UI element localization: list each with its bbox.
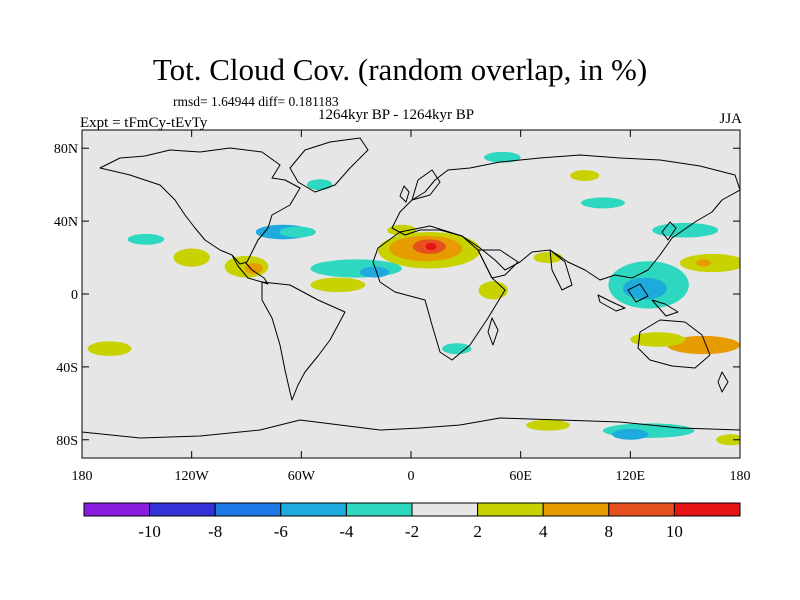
colorbar-label: -10 (138, 522, 161, 541)
anomaly-region (310, 277, 366, 293)
y-tick-label: 40N (54, 215, 78, 230)
anomaly-region (359, 266, 390, 278)
x-tick-label: 120W (175, 469, 210, 484)
anomaly-region (244, 263, 263, 274)
colorbar-swatch (542, 502, 610, 517)
y-tick-label: 40S (56, 361, 78, 376)
y-tick-label: 0 (71, 288, 78, 303)
anomaly-region (526, 419, 571, 431)
anomaly-region (279, 226, 316, 238)
colorbar-label: -6 (274, 522, 288, 541)
x-tick-label: 180 (730, 469, 751, 484)
stats-text: rmsd= 1.64944 diff= 0.181183 (173, 94, 339, 109)
anomaly-region (652, 222, 719, 238)
colorbar-label: 2 (473, 522, 482, 541)
x-tick-label: 180 (72, 469, 93, 484)
anomaly-region (442, 343, 472, 355)
colorbar-label: -2 (405, 522, 419, 541)
anomaly-region (679, 253, 740, 273)
anomaly-region (580, 197, 625, 209)
colorbar-swatch (149, 502, 216, 517)
axis-ticks: 180 120W 60W 0 60E 120E 180 80N 40N 0 40S 80S (54, 130, 751, 484)
anomaly-region (666, 335, 740, 355)
anomaly-region (87, 341, 132, 356)
anomaly-region (387, 224, 417, 236)
anomaly-region (478, 281, 508, 300)
colorbar-label: -8 (208, 522, 222, 541)
colorbar-label: 10 (666, 522, 683, 541)
colorbar-swatch (477, 502, 544, 517)
x-tick-label: 60E (509, 469, 532, 484)
anomaly-region (533, 252, 563, 264)
anomaly-region (716, 434, 740, 446)
chart-title: Tot. Cloud Cov. (random overlap, in %) (152, 52, 648, 87)
x-tick-label: 60W (288, 469, 316, 484)
coastlines (82, 137, 740, 439)
anomaly-region (425, 242, 437, 251)
colorbar-label: 8 (605, 522, 614, 541)
anomaly-region (623, 277, 667, 300)
experiment-label: Expt = tFmCy-tEvTy (80, 115, 208, 131)
anomaly-region (127, 233, 165, 245)
anomaly-region (630, 332, 686, 347)
period-label: 1264kyr BP - 1264kyr BP (318, 107, 475, 123)
anomaly-region (306, 179, 333, 191)
anomaly-layer (87, 151, 740, 446)
season-label: JJA (719, 111, 742, 127)
colorbar-label: 4 (539, 522, 548, 541)
y-tick-label: 80S (56, 434, 78, 449)
x-tick-label: 120E (616, 469, 646, 484)
colorbar-swatch (673, 502, 741, 517)
x-tick-label: 0 (408, 469, 415, 484)
anomaly-region (484, 151, 521, 163)
colorbar-swatch (214, 502, 282, 517)
colorbar: -10 -8 -6 -4 -2 2 4 8 10 (83, 502, 741, 541)
anomaly-region (173, 248, 210, 267)
colorbar-swatch (411, 502, 479, 517)
anomaly-region (310, 259, 402, 278)
colorbar-label: -4 (339, 522, 354, 541)
colorbar-swatch (345, 502, 413, 517)
anomaly-region (612, 428, 649, 440)
anomaly-region (696, 259, 711, 267)
colorbar-swatch (608, 502, 675, 517)
colorbar-swatch (280, 502, 347, 517)
y-tick-label: 80N (54, 142, 78, 157)
colorbar-swatch (83, 502, 151, 517)
anomaly-region (570, 170, 600, 182)
